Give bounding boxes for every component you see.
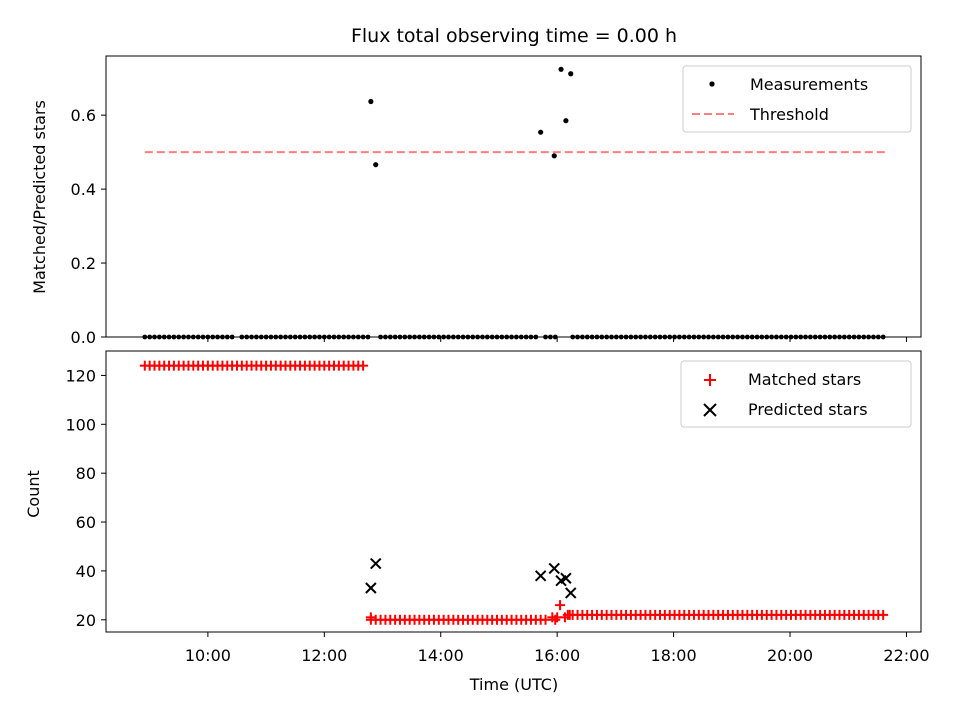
bottom-y-tick-label: 20 xyxy=(76,611,96,630)
top-axes-frame xyxy=(105,55,922,338)
predicted-star-marker-b xyxy=(560,572,572,584)
bottom-y-tick-label: 80 xyxy=(76,464,96,483)
measurement-point xyxy=(538,129,544,135)
x-tick-label: 20:00 xyxy=(767,646,813,665)
bottom-y-tick-label: 120 xyxy=(65,366,96,385)
matched-star-marker xyxy=(564,609,575,620)
x-axis-label: Time (UTC) xyxy=(469,675,558,694)
legend-label-threshold: Threshold xyxy=(749,105,829,124)
predicted-star-marker-b xyxy=(565,587,577,599)
matched-star-marker xyxy=(555,600,566,611)
legend-label-matched: Matched stars xyxy=(748,370,861,389)
measurement-point xyxy=(558,66,564,72)
predicted-star-marker-b xyxy=(534,570,547,582)
bottom-y-tick-label: 40 xyxy=(76,562,96,581)
x-tick-label: 14:00 xyxy=(418,646,464,665)
legend-label-measurements: Measurements xyxy=(750,75,868,94)
x-tick-label: 12:00 xyxy=(301,646,347,665)
x-tick-label: 18:00 xyxy=(651,646,697,665)
measurement-point xyxy=(373,162,379,168)
top-y-tick-label: 0.2 xyxy=(71,254,96,273)
predicted-star-marker-b xyxy=(370,557,382,570)
matched-star-marker xyxy=(550,614,561,625)
top-y-tick-label: 0.0 xyxy=(71,328,96,347)
x-tick-label: 10:00 xyxy=(185,646,231,665)
predicted-star-marker xyxy=(365,582,377,594)
chart-title: Flux total observing time = 0.00 h xyxy=(351,25,677,47)
measurement-point xyxy=(368,98,374,105)
predicted-star-marker xyxy=(370,557,382,570)
bottom-panel: 20 40 60 80 100 120 10:00 12:00 14:00 16:00 18:00 2… xyxy=(24,350,930,694)
legend-label-predicted: Predicted stars xyxy=(748,400,868,419)
measurement-point xyxy=(563,118,569,124)
matched-star-marker xyxy=(540,614,551,625)
x-tick-label: 16:00 xyxy=(534,646,580,665)
matched-star-marker xyxy=(878,609,889,620)
legend-marker-predicted xyxy=(703,403,717,417)
legend-marker-measurements xyxy=(709,81,715,87)
measurement-point xyxy=(551,153,557,159)
measurement-point xyxy=(568,71,574,77)
top-legend: Measurements Threshold xyxy=(682,65,912,133)
legend-marker-matched xyxy=(704,374,716,386)
predicted-star-marker xyxy=(534,570,547,582)
bottom-y-tick-label: 100 xyxy=(65,415,96,434)
top-y-tick-label: 0.4 xyxy=(71,180,96,199)
matched-star-marker xyxy=(358,360,369,371)
bottom-legend: Matched stars Predicted stars xyxy=(680,360,912,428)
predicted-star-marker-b xyxy=(365,582,377,594)
predicted-star-marker xyxy=(548,562,560,575)
bottom-y-axis-label: Count xyxy=(24,470,43,518)
bottom-y-tick-label: 60 xyxy=(76,513,96,532)
top-y-tick-label: 0.6 xyxy=(71,106,96,125)
matched-star-marker xyxy=(365,612,376,623)
predicted-star-marker xyxy=(565,587,577,599)
top-y-axis-label: Matched/Predicted stars xyxy=(30,100,49,294)
predicted-star-marker xyxy=(560,572,572,584)
top-panel: 0.0 0.2 0.4 0.6 Matched/Predicted stars Mea… xyxy=(30,55,922,347)
predicted-star-marker-b xyxy=(548,562,560,575)
x-tick-label: 22:00 xyxy=(883,646,929,665)
bottom-axes-frame xyxy=(105,350,922,633)
